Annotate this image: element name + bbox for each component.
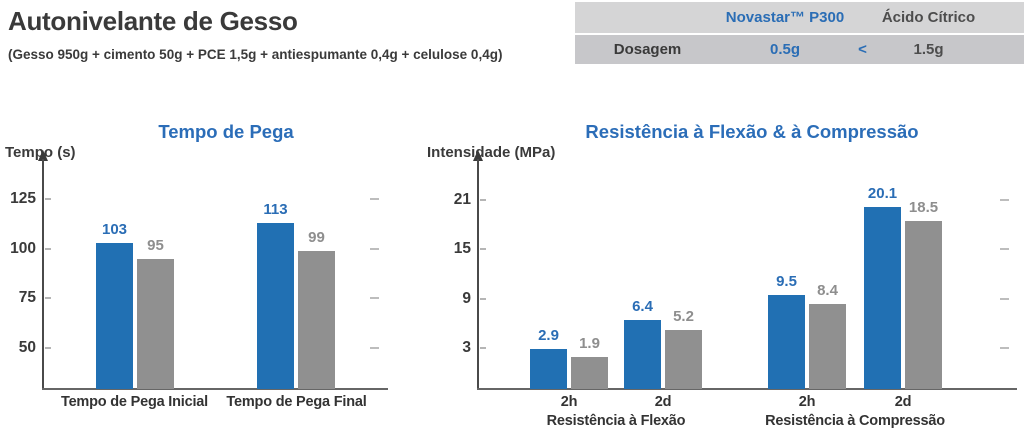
chart-title: Tempo de Pega bbox=[158, 121, 294, 142]
y-tick-mark bbox=[480, 347, 486, 349]
x-axis-line bbox=[476, 388, 1017, 391]
bar-value-novastar: 9.5 bbox=[776, 272, 797, 290]
y-tick-mark bbox=[45, 297, 51, 300]
y-tick-label: 50 bbox=[18, 339, 36, 356]
y-axis-label: Intensidade (MPa) bbox=[427, 144, 556, 161]
group-label: Resistência à Compressão bbox=[765, 413, 945, 429]
acido-dosage-value: 1.5g bbox=[913, 41, 944, 58]
y-tick-label: 9 bbox=[462, 289, 471, 307]
category-label: Tempo de Pega Final bbox=[226, 394, 367, 410]
bar-value-acido: 8.4 bbox=[817, 281, 838, 299]
right-tick-mark bbox=[370, 347, 379, 349]
bar-novastar bbox=[530, 348, 567, 389]
y-axis-arrow bbox=[37, 150, 48, 161]
right-tick-mark bbox=[1000, 347, 1009, 349]
less-than-operator: < bbox=[858, 41, 867, 58]
category-label: Tempo de Pega Inicial bbox=[60, 394, 209, 410]
category-label: 2h bbox=[560, 394, 578, 410]
x-axis-line bbox=[41, 388, 388, 391]
right-tick-mark bbox=[1000, 248, 1009, 251]
bar-value-acido: 99 bbox=[308, 228, 325, 246]
dosagem-row-label: Dosagem bbox=[613, 41, 682, 58]
bar-acido bbox=[298, 250, 335, 389]
bar-novastar bbox=[96, 242, 133, 389]
bar-value-novastar: 113 bbox=[263, 200, 288, 218]
main-title: Autonivelante de Gesso bbox=[8, 6, 298, 36]
right-tick-mark bbox=[370, 297, 379, 300]
y-tick-mark bbox=[45, 247, 51, 250]
y-tick-mark bbox=[480, 199, 486, 202]
bar-novastar bbox=[624, 320, 661, 389]
bar-value-novastar: 20.1 bbox=[867, 185, 898, 203]
chart-title: Resistência à Flexão & à Compressão bbox=[585, 121, 919, 142]
right-tick-mark bbox=[1000, 199, 1009, 202]
y-tick-label: 100 bbox=[10, 239, 36, 257]
bar-acido bbox=[905, 220, 942, 389]
y-tick-mark bbox=[45, 197, 51, 200]
bar-value-novastar: 6.4 bbox=[632, 298, 653, 316]
table-header-row: Novastar™ P300 Ácido Cítrico bbox=[575, 2, 1024, 33]
group-label: Resistência à Flexão bbox=[546, 413, 686, 429]
novastar-dosage-value: 0.5g bbox=[769, 41, 800, 58]
table-data-row: Dosagem 0.5g < 1.5g bbox=[575, 35, 1024, 64]
y-tick-mark bbox=[45, 347, 51, 349]
table-header-acido-citrico: Ácido Cítrico bbox=[881, 9, 976, 26]
right-tick-mark bbox=[370, 197, 379, 200]
bar-value-acido: 18.5 bbox=[908, 198, 939, 216]
bar-novastar bbox=[257, 222, 294, 389]
y-tick-mark bbox=[480, 248, 486, 251]
y-axis-arrow bbox=[472, 150, 483, 161]
bar-novastar bbox=[864, 207, 901, 389]
category-label: 2d bbox=[654, 394, 672, 410]
bar-value-acido: 95 bbox=[147, 236, 164, 254]
right-tick-mark bbox=[370, 247, 379, 250]
bar-acido bbox=[571, 357, 608, 389]
bar-value-acido: 5.2 bbox=[673, 307, 694, 325]
main-subtitle: (Gesso 950g + cimento 50g + PCE 1,5g + a… bbox=[8, 47, 503, 62]
dosage-comparison-table: Novastar™ P300 Ácido Cítrico Dosagem 0.5… bbox=[575, 2, 1024, 64]
y-tick-label: 15 bbox=[453, 240, 471, 258]
bar-acido bbox=[809, 303, 846, 389]
bar-value-acido: 1.9 bbox=[579, 335, 600, 353]
bar-value-novastar: 103 bbox=[101, 220, 128, 238]
y-axis-line bbox=[41, 159, 45, 390]
bar-acido bbox=[665, 329, 702, 389]
table-header-novastar: Novastar™ P300 bbox=[725, 9, 845, 26]
category-label: 2h bbox=[798, 394, 816, 410]
y-tick-label: 21 bbox=[453, 191, 471, 209]
y-tick-label: 125 bbox=[10, 189, 36, 207]
bar-novastar bbox=[768, 294, 805, 389]
y-tick-label: 3 bbox=[462, 339, 471, 356]
y-axis-line bbox=[476, 159, 480, 390]
y-tick-label: 75 bbox=[18, 289, 36, 307]
bar-acido bbox=[137, 258, 174, 389]
bar-value-novastar: 2.9 bbox=[538, 326, 559, 344]
category-label: 2d bbox=[894, 394, 912, 410]
right-tick-mark bbox=[1000, 297, 1009, 300]
y-tick-mark bbox=[480, 297, 486, 300]
